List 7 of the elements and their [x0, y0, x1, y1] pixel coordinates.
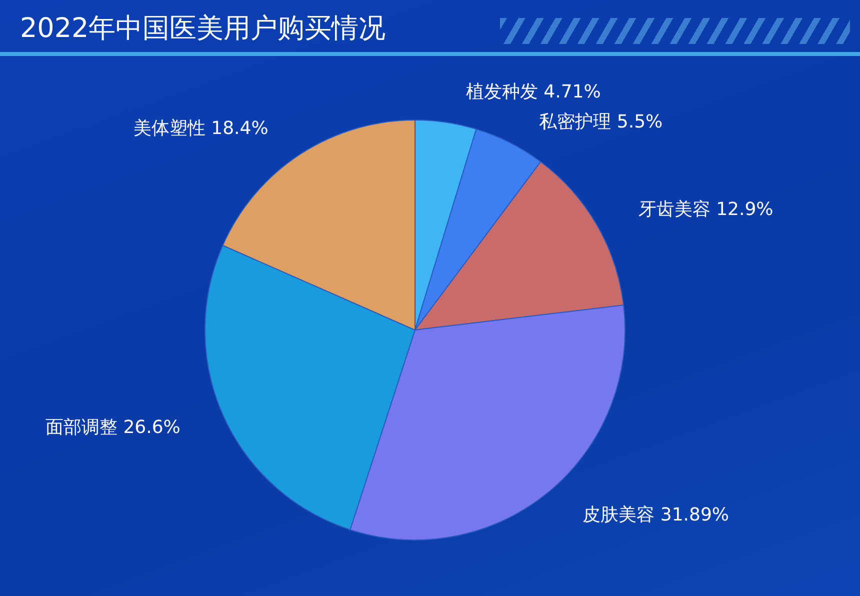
slice-label: 牙齿美容 12.9%	[638, 198, 774, 220]
slice-label: 皮肤美容 31.89%	[582, 504, 730, 526]
slice-label: 面部调整 26.6%	[46, 417, 180, 438]
slice-label: 植发种发 4.71%	[466, 82, 601, 103]
chart-title: 2022年中国医美用户购买情况	[20, 12, 386, 46]
slice-label: 私密护理 5.5%	[539, 112, 663, 133]
slice-label: 美体塑性 18.4%	[133, 118, 268, 139]
